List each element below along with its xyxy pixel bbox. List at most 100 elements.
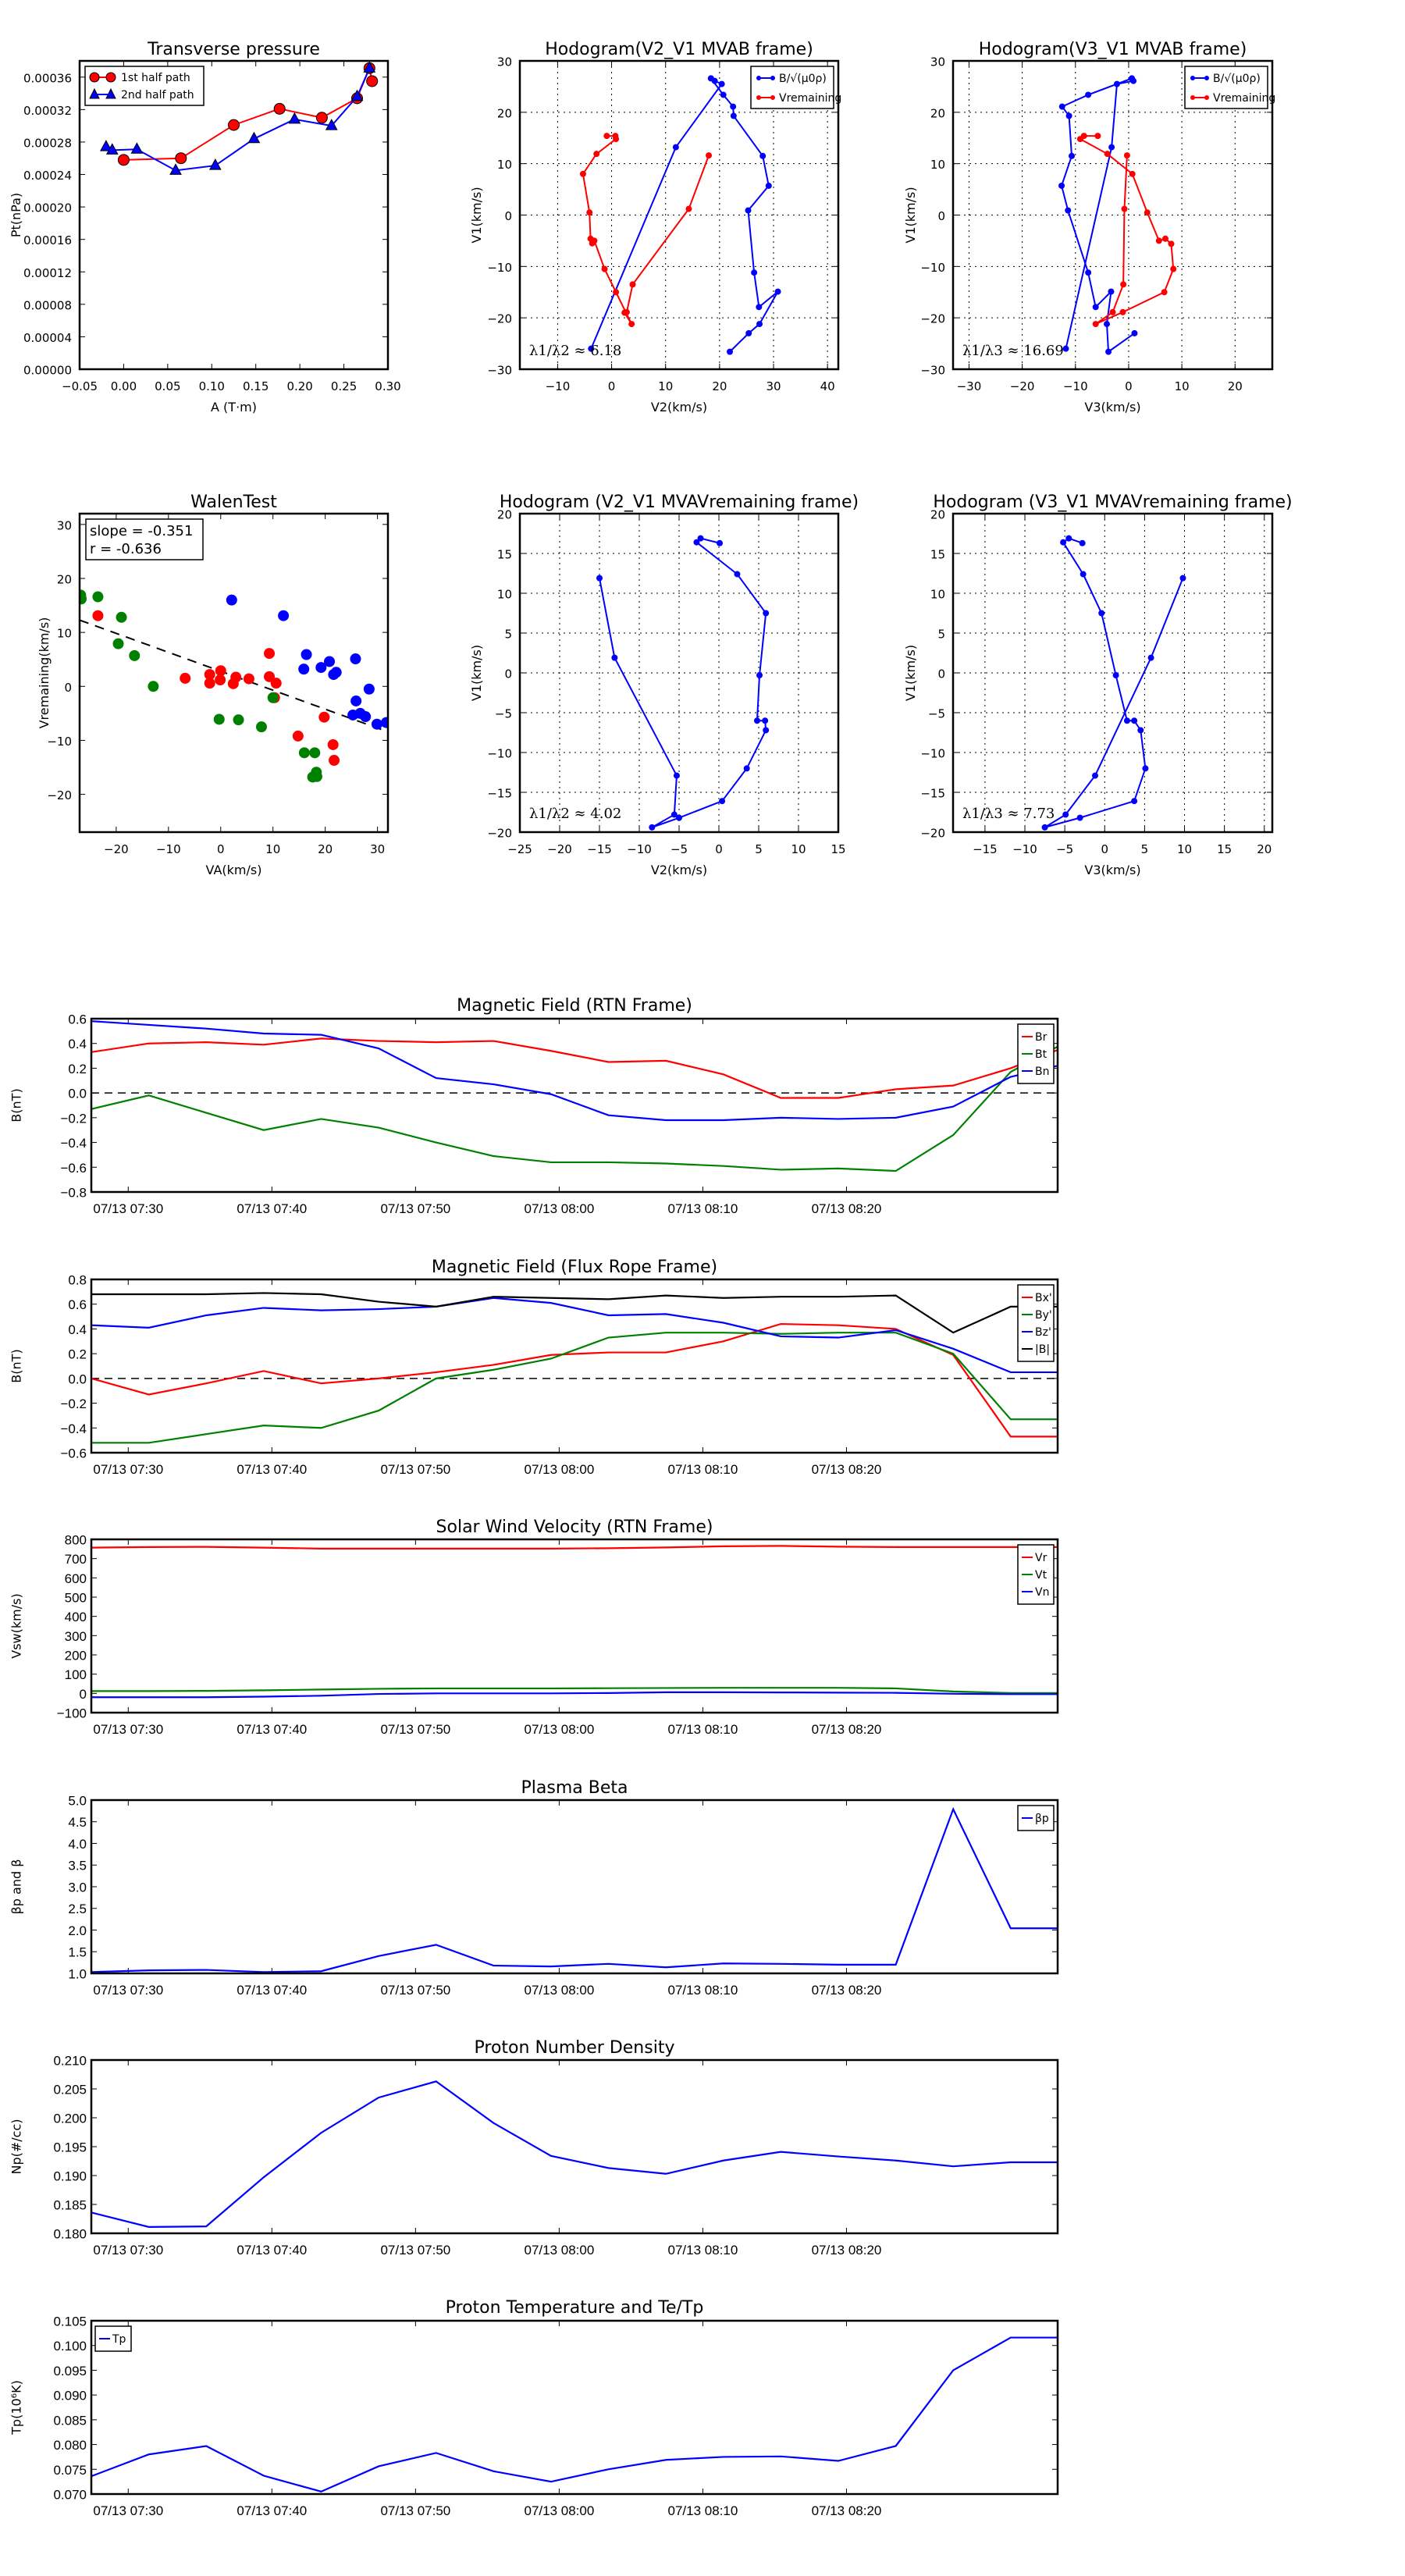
proton_density-title: Proton Number Density xyxy=(475,2038,675,2058)
y-axis-label: V1(km/s) xyxy=(469,645,484,701)
x-axis-label: V2(km/s) xyxy=(651,863,707,877)
data-point-vremaining xyxy=(1155,237,1162,244)
y-tick-label: 100 xyxy=(65,1667,87,1682)
x-tick-label: 0 xyxy=(217,842,225,856)
hodogram_v3v1_mvab-chart: Hodogram(V3_V1 MVAB frame) −30 −20 −10 0 10 20… xyxy=(903,40,1275,415)
data-point-path xyxy=(1142,765,1149,772)
x-tick-label: 07/13 08:10 xyxy=(668,1201,738,1216)
x-tick-label: 07/13 07:40 xyxy=(237,1462,307,1477)
x-tick-label: −10 xyxy=(627,842,652,856)
y-tick-label: 0.4 xyxy=(68,1322,87,1337)
y-tick-label: 0 xyxy=(504,209,512,223)
legend-marker xyxy=(1204,76,1209,80)
data-point-b-0- xyxy=(1062,345,1069,352)
data-point-b-0- xyxy=(756,304,763,311)
data-point-b-0- xyxy=(1085,91,1092,98)
y-tick-label: −0.4 xyxy=(60,1136,87,1151)
y-axis-label: V1(km/s) xyxy=(469,187,484,243)
y-tick-label: 1.5 xyxy=(68,1945,87,1960)
legend-marker xyxy=(756,95,761,100)
y-tick-label: 0.200 xyxy=(53,2111,87,2126)
data-point-b-0- xyxy=(727,348,734,355)
y-axis-label: Np(#/cc) xyxy=(9,2119,24,2175)
legend-label: Bx' xyxy=(1035,1292,1052,1304)
y-tick-label: 15 xyxy=(930,548,945,562)
x-tick-label: 0.05 xyxy=(155,379,180,393)
data-point-vremaining xyxy=(1161,235,1168,242)
stats-box xyxy=(85,518,204,560)
series-line-bn xyxy=(91,1020,1058,1122)
data-point-vremaining xyxy=(1170,265,1177,272)
x-axis-label: A (T·m) xyxy=(211,400,257,415)
x-axis-label: V3(km/s) xyxy=(1084,400,1140,415)
y-tick-label: 800 xyxy=(65,1532,87,1547)
hodogram_v2v1_mvav-frame xyxy=(518,512,840,834)
data-point-path xyxy=(649,824,656,831)
y-axis-label: Tp(10⁶K) xyxy=(9,2380,24,2435)
series-line-np xyxy=(91,2080,1058,2228)
y-tick-label: 0.00012 xyxy=(23,266,72,280)
data-point-2nd-half-path xyxy=(350,89,364,101)
data-point-vremaining xyxy=(587,235,594,242)
x-tick-label: −5 xyxy=(1056,842,1073,856)
x-tick-label: 07/13 08:20 xyxy=(812,1722,882,1737)
data-point-group-green xyxy=(255,721,267,733)
x-tick-label: 07/13 07:50 xyxy=(380,1201,450,1216)
data-point-path xyxy=(693,539,700,546)
eigenvalue-ratio-annotation: λ1/λ3 ≈ 16.69 xyxy=(962,343,1064,359)
x-tick-label: 07/13 08:00 xyxy=(524,2243,594,2258)
hodogram_v3v1_mvab-plot-area xyxy=(1058,75,1177,355)
y-tick-label: 1.0 xyxy=(68,1966,87,1981)
mag_fluxrope-title: Magnetic Field (Flux Rope Frame) xyxy=(432,1258,717,1277)
data-point-b-0- xyxy=(1065,112,1072,119)
data-point-vremaining xyxy=(621,309,628,316)
y-tick-label: −10 xyxy=(920,747,945,761)
data-point-b-0- xyxy=(672,144,679,151)
proton_temperature-chart: Proton Temperature and Te/Tp 07/13 07:30 0… xyxy=(9,2298,1058,2518)
x-tick-label: 07/13 08:20 xyxy=(812,1983,882,1998)
y-tick-label: −0.4 xyxy=(60,1421,87,1436)
data-point-vremaining xyxy=(1121,205,1128,212)
y-tick-label: 0.105 xyxy=(53,2314,87,2329)
data-point-group-red xyxy=(270,678,282,689)
y-tick-label: 20 xyxy=(930,508,945,522)
y-tick-label: 5.0 xyxy=(68,1793,87,1808)
eigenvalue-ratio-annotation: λ1/λ2 ≈ 6.18 xyxy=(529,343,621,359)
y-axis-label: Vremaining(km/s) xyxy=(37,617,52,729)
y-axis-label: V1(km/s) xyxy=(903,645,918,701)
x-tick-label: 07/13 07:30 xyxy=(93,1462,163,1477)
data-point-group-red xyxy=(204,669,215,681)
y-tick-label: 5 xyxy=(504,628,512,642)
data-point-group-green xyxy=(92,591,104,603)
data-point-b-0- xyxy=(774,288,781,295)
data-point-vremaining xyxy=(629,281,636,288)
y-tick-label: 30 xyxy=(930,55,945,69)
y-tick-label: 3.0 xyxy=(68,1880,87,1895)
x-tick-label: −15 xyxy=(587,842,612,856)
data-point-path xyxy=(697,535,704,542)
y-axis-label: βp and β xyxy=(9,1859,24,1915)
data-point-path xyxy=(753,717,760,724)
y-tick-label: 0.085 xyxy=(53,2413,87,2428)
data-point-vremaining xyxy=(1120,281,1127,288)
x-tick-label: 07/13 08:00 xyxy=(524,1201,594,1216)
data-point-group-blue xyxy=(298,664,310,675)
transverse_pressure-chart: Transverse pressure −0.05 0.00 0.05 0.10 0.15… xyxy=(9,40,401,415)
x-tick-label: 07/13 08:00 xyxy=(524,1722,594,1737)
proton_density-frame xyxy=(90,2058,1059,2235)
hodogram_v3v1_mvab-frame xyxy=(951,59,1274,371)
data-point-path xyxy=(1123,717,1130,724)
y-tick-label: 400 xyxy=(65,1610,87,1624)
data-point-1st-half-path xyxy=(366,75,379,87)
x-tick-label: 5 xyxy=(1141,842,1149,856)
data-point-vremaining xyxy=(1129,170,1136,177)
legend-label: Bt xyxy=(1035,1048,1048,1061)
x-tick-label: 0 xyxy=(715,842,723,856)
data-point-b-0- xyxy=(751,269,758,276)
data-point-path xyxy=(670,811,678,818)
series-line-tp xyxy=(91,2336,1058,2492)
x-axis-label: VA(km/s) xyxy=(206,863,262,877)
data-point-path xyxy=(763,727,770,734)
y-tick-label: 0.2 xyxy=(68,1347,87,1362)
y-tick-label: 0.100 xyxy=(53,2339,87,2354)
